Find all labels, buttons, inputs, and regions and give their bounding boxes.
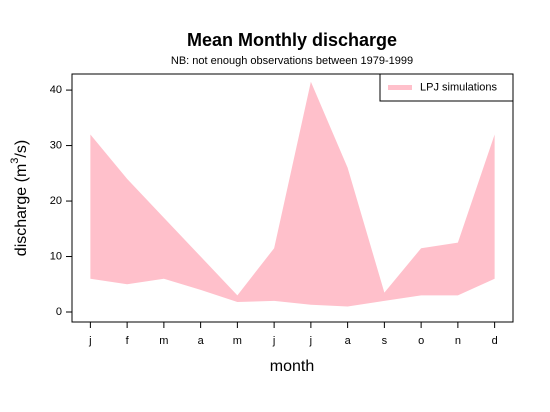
legend-label: LPJ simulations bbox=[420, 81, 498, 93]
y-tick-label: 0 bbox=[56, 306, 62, 318]
y-axis-title-sup: 3 bbox=[9, 158, 21, 164]
x-tick-label: d bbox=[492, 335, 498, 347]
x-tick-label: m bbox=[159, 335, 168, 347]
x-tick-label: o bbox=[418, 335, 424, 347]
x-tick-label: j bbox=[309, 335, 312, 347]
y-axis-title-part: discharge (m bbox=[13, 164, 30, 256]
x-tick-label: a bbox=[198, 335, 205, 347]
x-axis-title: month bbox=[270, 358, 314, 375]
ribbon-area bbox=[90, 81, 495, 307]
x-tick-label: s bbox=[382, 335, 388, 347]
y-tick-label: 10 bbox=[50, 250, 62, 262]
x-tick-label: j bbox=[272, 335, 275, 347]
x-tick-label: j bbox=[88, 335, 91, 347]
y-axis-title: discharge (m3/s) bbox=[9, 140, 30, 256]
x-tick-label: a bbox=[345, 335, 352, 347]
y-tick-label: 20 bbox=[50, 195, 62, 207]
y-axis-title-part: /s) bbox=[13, 140, 30, 158]
plot-frame bbox=[71, 73, 514, 323]
chart-title: Mean Monthly discharge bbox=[187, 30, 397, 50]
x-tick-label: m bbox=[233, 335, 242, 347]
y-tick-label: 40 bbox=[50, 84, 62, 96]
y-tick-label: 30 bbox=[50, 139, 62, 151]
chart-subtitle: NB: not enough observations between 1979… bbox=[171, 55, 413, 67]
x-tick-label: f bbox=[126, 335, 130, 347]
x-tick-label: n bbox=[455, 335, 461, 347]
